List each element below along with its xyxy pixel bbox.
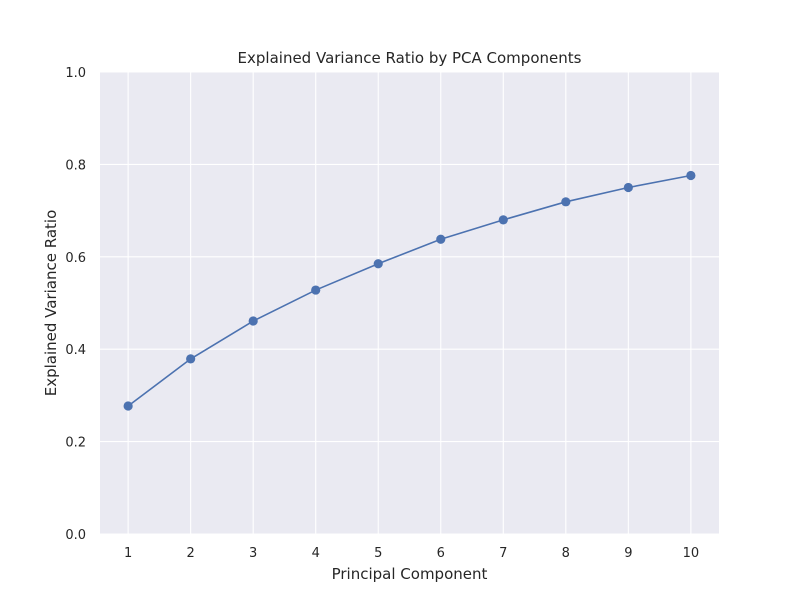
x-tick-label: 2	[187, 546, 195, 561]
y-tick-label: 0.8	[65, 158, 86, 173]
data-point	[436, 234, 446, 244]
x-tick-label: 10	[683, 546, 700, 561]
data-point	[248, 316, 258, 326]
plot-area	[100, 72, 719, 534]
x-tick-label: 1	[124, 546, 132, 561]
y-tick-label: 0.4	[65, 343, 86, 358]
x-tick-label: 6	[437, 546, 445, 561]
x-tick-label: 4	[312, 546, 320, 561]
data-point	[186, 354, 196, 364]
series-line	[127, 174, 692, 407]
y-tick-label: 0.2	[65, 436, 86, 451]
data-point	[498, 215, 508, 225]
series-layer	[123, 170, 696, 411]
x-tick-label: 3	[249, 546, 257, 561]
x-axis-ticks: 1 2 3 4 5 6 7 8 9 10	[124, 546, 699, 561]
x-axis-label: Principal Component	[332, 565, 488, 583]
y-tick-label: 1.0	[65, 66, 86, 81]
y-tick-label: 0.6	[65, 251, 86, 266]
chart-title: Explained Variance Ratio by PCA Componen…	[238, 49, 582, 67]
x-tick-label: 8	[562, 546, 570, 561]
data-point	[561, 197, 571, 207]
x-tick-label: 5	[374, 546, 382, 561]
y-axis-ticks: 0.0 0.2 0.4 0.6 0.8 1.0	[65, 66, 86, 543]
y-tick-label: 0.0	[65, 528, 86, 543]
data-point	[686, 170, 696, 181]
data-point	[623, 182, 633, 193]
data-point	[123, 401, 133, 411]
grid-lines	[100, 71, 719, 535]
x-tick-label: 9	[624, 546, 632, 561]
y-axis-label: Explained Variance Ratio	[42, 210, 60, 397]
data-point	[311, 285, 321, 295]
data-point	[373, 259, 383, 269]
x-tick-label: 7	[499, 546, 507, 561]
